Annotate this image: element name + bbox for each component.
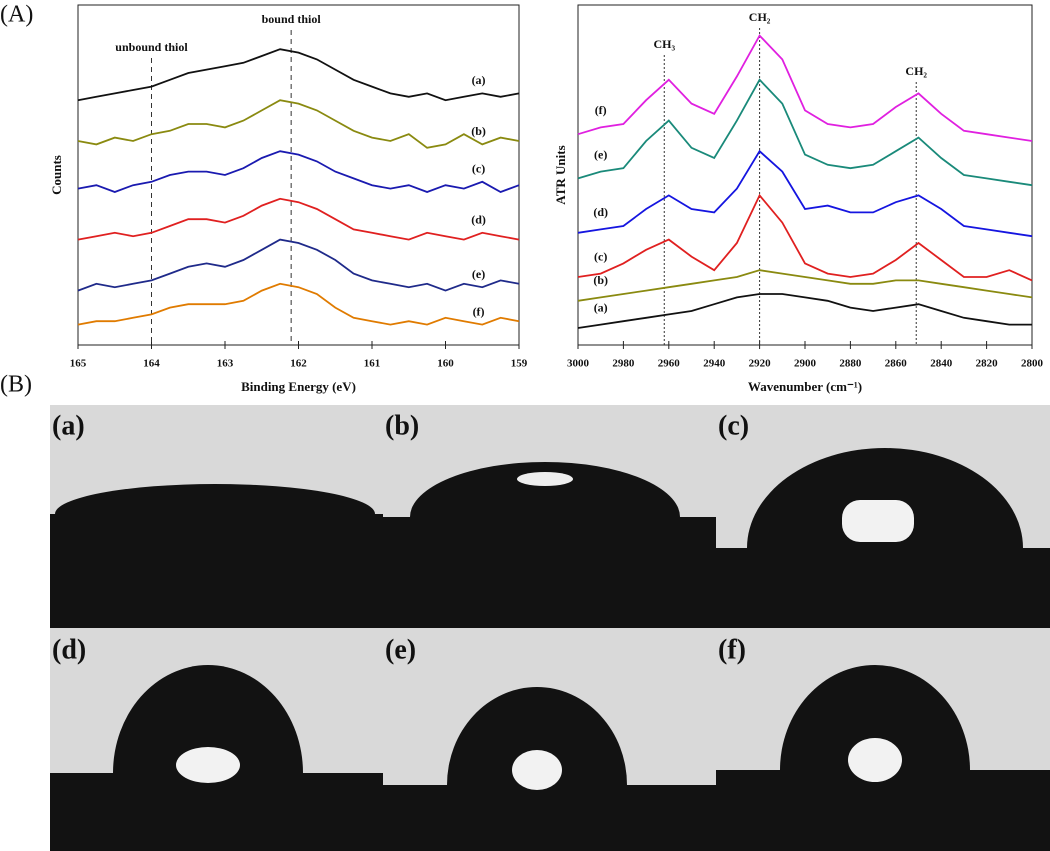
panel-label: (A)	[0, 2, 33, 28]
series-label: (d)	[593, 205, 608, 219]
series-line	[77, 99, 520, 149]
x-tick-label: 2900	[794, 358, 817, 370]
x-tick-label: 3000	[567, 358, 590, 370]
series-label: (d)	[471, 213, 486, 227]
series-line	[77, 282, 520, 326]
series-line	[77, 150, 520, 193]
y-axis-label: Counts	[49, 155, 64, 195]
substrate	[50, 514, 383, 628]
x-tick-label: 2800	[1021, 358, 1044, 370]
series-line	[577, 149, 1033, 238]
series-label: (c)	[472, 162, 485, 176]
annotation: bound thiol	[262, 12, 322, 26]
series-label: (b)	[471, 124, 486, 138]
substrate	[383, 517, 716, 628]
annotation: CH₂	[749, 10, 771, 24]
series-line	[577, 193, 1033, 282]
series-label: (c)	[594, 249, 607, 263]
y-axis-label: ATR Units	[553, 145, 568, 204]
annotation: CH₃	[653, 37, 675, 51]
highlight	[517, 472, 573, 486]
substrate	[50, 773, 383, 851]
series-label: (a)	[594, 300, 608, 314]
series-line	[77, 238, 520, 292]
panel-label: (B)	[0, 372, 32, 398]
x-tick-label: 2860	[885, 358, 908, 370]
x-axis-label: Binding Energy (eV)	[241, 379, 356, 394]
substrate	[383, 785, 716, 851]
highlight	[176, 747, 240, 783]
highlight	[842, 500, 914, 542]
annotation: unbound thiol	[115, 40, 188, 54]
x-tick-label: 161	[364, 358, 381, 370]
x-tick-label: 159	[511, 358, 528, 370]
photo-label: (a)	[52, 410, 85, 441]
plot-frame	[77, 4, 520, 346]
x-tick-label: 2840	[930, 358, 953, 370]
photo-label: (b)	[385, 410, 419, 441]
x-tick-label: 165	[70, 358, 87, 370]
series-label: (e)	[594, 147, 607, 161]
series-line	[577, 269, 1033, 302]
x-tick-label: 2920	[749, 358, 772, 370]
series-line	[577, 34, 1033, 142]
x-tick-label: 2880	[839, 358, 862, 370]
highlight	[848, 738, 902, 782]
photo-label: (f)	[718, 634, 746, 665]
series-label: (b)	[593, 273, 608, 287]
photo-label: (c)	[718, 410, 749, 441]
series-label: (f)	[595, 103, 607, 117]
substrate	[716, 548, 1050, 628]
x-axis-label: Wavenumber (cm⁻¹)	[748, 379, 862, 394]
x-tick-label: 164	[143, 358, 160, 370]
x-tick-label: 162	[290, 358, 307, 370]
photo-label: (e)	[385, 634, 416, 665]
series-line	[77, 48, 520, 102]
x-tick-label: 2960	[658, 358, 681, 370]
x-tick-label: 163	[217, 358, 234, 370]
substrate	[716, 770, 1050, 851]
annotation: CH₂	[905, 64, 927, 78]
x-tick-label: 2940	[703, 358, 726, 370]
series-label: (a)	[472, 73, 486, 87]
x-tick-label: 2980	[612, 358, 635, 370]
series-line	[577, 293, 1032, 329]
series-line	[577, 78, 1033, 187]
highlight	[512, 750, 562, 790]
series-label: (f)	[473, 304, 485, 318]
series-label: (e)	[472, 267, 485, 281]
photo-label: (d)	[52, 634, 86, 665]
series-line	[77, 197, 520, 241]
photos: (a) (b) (c) (d) (e) (f)	[50, 405, 1050, 851]
x-tick-label: 2820	[976, 358, 999, 370]
x-tick-label: 160	[437, 358, 454, 370]
